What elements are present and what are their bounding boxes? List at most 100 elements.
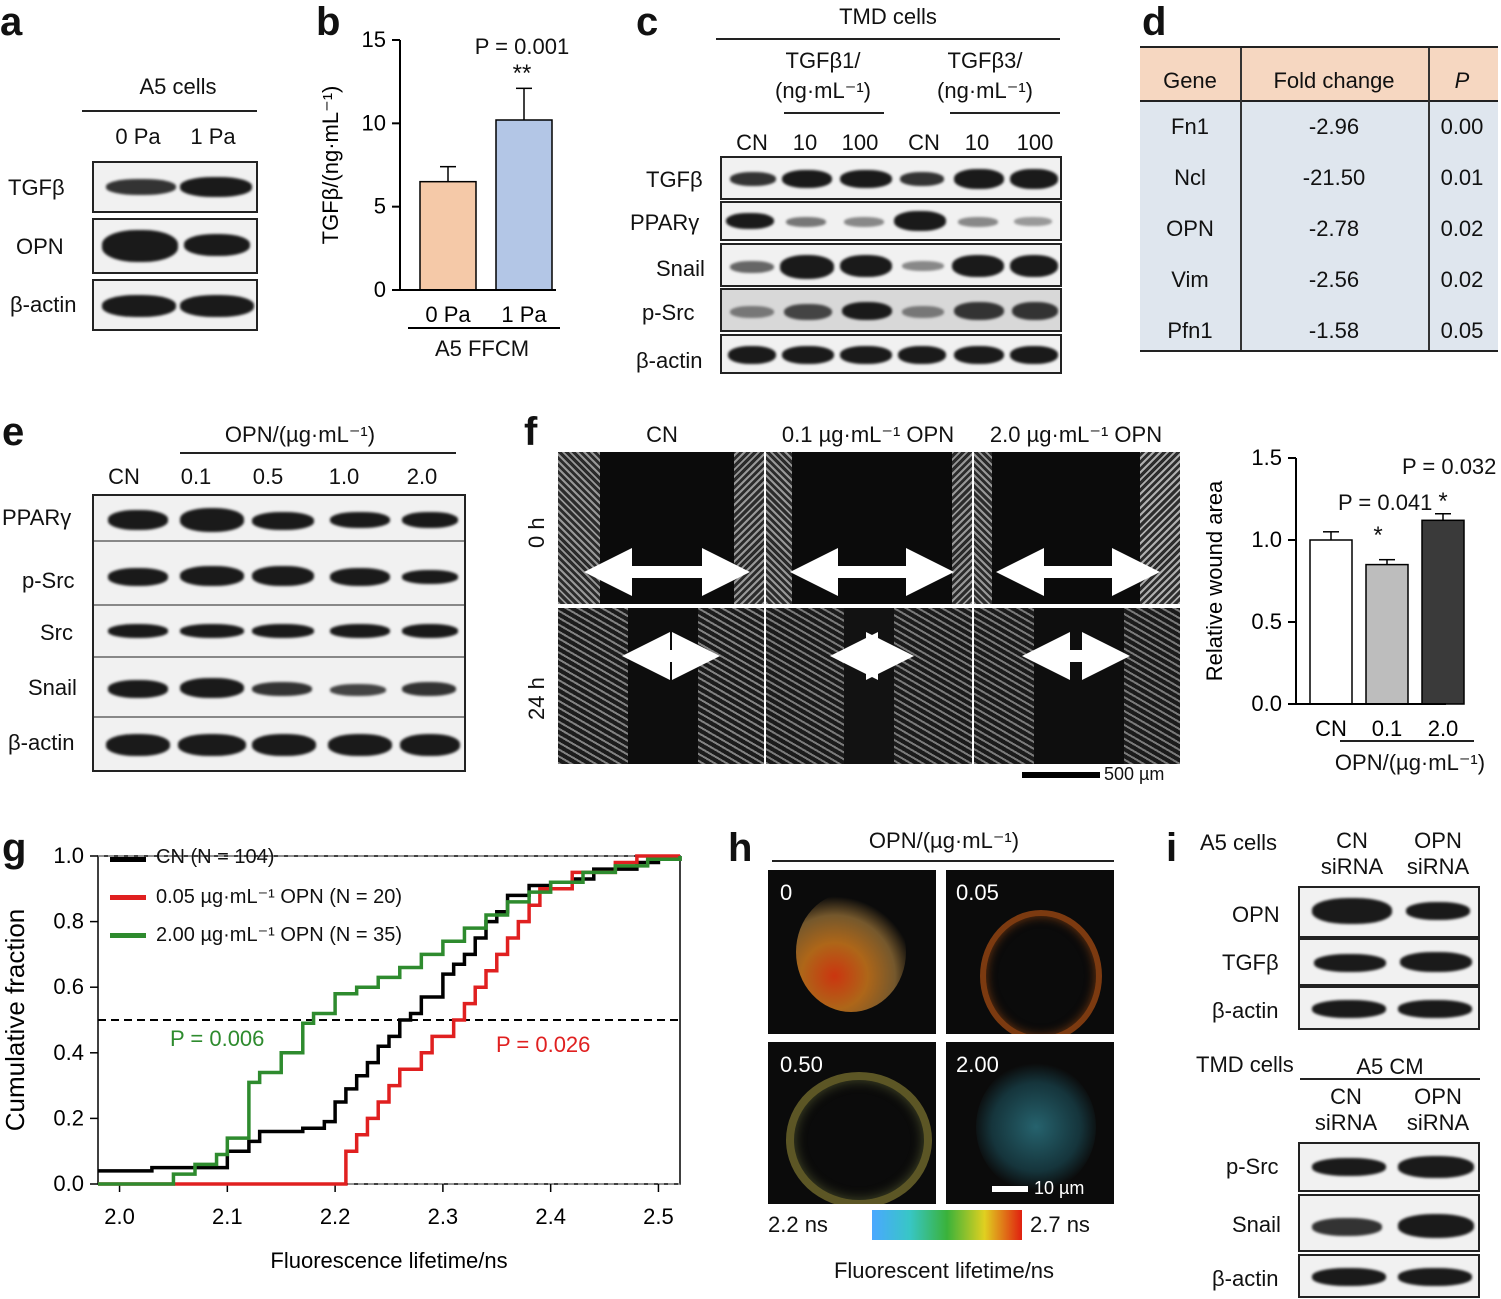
panel-b-stars: **: [512, 60, 532, 87]
panel-i-row-snail: Snail: [1232, 1212, 1281, 1237]
y-axis-label: TGFβ/(ng·mL⁻¹): [318, 86, 343, 245]
panel-f-star-2: *: [1438, 488, 1448, 515]
panel-d-cell-0-2: 0.00: [1440, 114, 1484, 139]
bar-0.1: [1365, 563, 1409, 705]
panel-d-cell-1-1: -21.50: [1302, 165, 1366, 190]
panel-e-blot: [92, 494, 466, 772]
wound-arrows: [584, 548, 1160, 680]
panel-d-cell-2-2: 0.02: [1440, 216, 1484, 241]
panel-c-rule: [716, 38, 1060, 40]
panel-c-lane-2: 100: [841, 130, 879, 155]
panel-a-rule: [82, 110, 257, 112]
panel-c-row-tgfb: TGFβ: [646, 167, 703, 192]
panel-i-blot-actin-b: [1298, 1254, 1480, 1298]
y-tick-label: 0.2: [53, 1105, 84, 1130]
y-tick-label: 0.8: [53, 909, 84, 934]
x-tick-label: 2.1: [212, 1204, 243, 1229]
series-line-2: [98, 856, 682, 1186]
panel-a-blot-opn: [92, 218, 258, 274]
panel-label-h: h: [728, 826, 753, 870]
panel-c-row-psrc: p-Src: [642, 300, 695, 325]
panel-label-d: d: [1142, 0, 1167, 44]
panel-f-row-0h: 0 h: [524, 517, 549, 548]
panel-d-cell-0-1: -2.96: [1308, 114, 1360, 139]
panel-e-lane-0: CN: [108, 464, 140, 489]
flim-image-050: [768, 1042, 936, 1204]
panel-f-star-1: *: [1373, 522, 1383, 549]
panel-e-header: OPN/(µg·mL⁻¹): [224, 422, 376, 447]
flim-image-200: [946, 1042, 1114, 1204]
panel-c-blot-actin: [720, 334, 1062, 374]
panel-i-blot-opn: [1298, 886, 1480, 938]
panel-i-blot-tgfb: [1298, 938, 1480, 986]
flim-image-005: [946, 870, 1114, 1034]
panel-f-scalebar: [1022, 772, 1100, 778]
panel-d-cell-2-1: -2.78: [1308, 216, 1360, 241]
panel-f-row-24h: 24 h: [524, 677, 549, 720]
panel-e-rule: [180, 452, 456, 454]
panel-c-group1: TGFβ1/ (ng·mL⁻¹): [775, 48, 871, 103]
y-axis-label: Relative wound area: [1202, 480, 1227, 681]
y-tick-label: 0.5: [1251, 609, 1282, 634]
panel-d-cell-3-1: -2.56: [1308, 267, 1360, 292]
panel-d-cell-3-2: 0.02: [1440, 267, 1484, 292]
panel-d-cell-0-0: Fn1: [1171, 114, 1209, 139]
panel-d-header-row: [1140, 48, 1498, 102]
panel-i-blot-actin: [1298, 986, 1480, 1030]
panel-label-c: c: [636, 0, 659, 44]
panel-c-blot-snail: [720, 243, 1062, 287]
y-tick-label: 0.0: [1251, 691, 1282, 716]
bar-2.0: [1421, 519, 1465, 705]
y-tick-label: 0.0: [53, 1171, 84, 1196]
panel-i-bottom-lane-0: CN siRNA: [1314, 1084, 1378, 1135]
panel-c-lane-1: 10: [792, 130, 818, 155]
panel-label-e: e: [2, 410, 25, 454]
x-tick-label: 0 Pa: [425, 302, 471, 327]
panel-f-col-01: 0.1 µg·mL⁻¹ OPN: [781, 422, 955, 447]
panel-f-chart: 0.0 0.5 1.0 1.5 Relative wound area CN 0.1 2.0: [1202, 445, 1465, 741]
legend-label-200: 2.00 µg·mL⁻¹ OPN (N = 35): [156, 924, 403, 946]
flim-label-0: 0: [780, 880, 793, 905]
panel-e-lane-2: 0.5: [252, 464, 284, 489]
panel-i-row-psrc: p-Src: [1226, 1154, 1279, 1179]
panel-i-bottom-header-left: TMD cells: [1196, 1052, 1294, 1077]
panel-i-row-opn: OPN: [1232, 902, 1280, 927]
panel-i-bottom-header: A5 CM: [1356, 1054, 1424, 1079]
panel-e-row-snail: Snail: [28, 675, 77, 700]
x-tick-label: 2.4: [535, 1204, 566, 1229]
flim-label-050: 0.50: [780, 1052, 823, 1077]
panel-a-header: A5 cells: [139, 74, 217, 99]
panel-c-blot-psrc: [720, 288, 1062, 332]
panel-c-blot-tgfb: [720, 156, 1062, 200]
panel-a-row-opn: OPN: [16, 234, 64, 259]
bar-0 Pa: [419, 180, 477, 291]
panel-h-cbar-min: 2.2 ns: [768, 1212, 828, 1237]
y-tick-label: 10: [362, 110, 386, 135]
x-tick-label: 0.1: [1372, 716, 1403, 741]
panel-c-row-pparg: PPARγ: [630, 210, 700, 235]
panel-e-lane-4: 2.0: [406, 464, 438, 489]
y-tick-label: 1.0: [1251, 527, 1282, 552]
panel-i-blot-psrc: [1298, 1142, 1480, 1192]
x-tick-label: 2.0: [1428, 716, 1459, 741]
panel-e-lane-3: 1.0: [328, 464, 360, 489]
panel-a-lane-1: 1 Pa: [190, 124, 236, 149]
panel-h-cbar-title: Fluorescent lifetime/ns: [833, 1258, 1055, 1283]
panel-e-row-src: Src: [40, 620, 73, 645]
panel-f-p1: P = 0.041: [1338, 490, 1433, 515]
x-tick-label: CN: [1315, 716, 1347, 741]
panel-label-a: a: [0, 0, 23, 44]
panel-f-scalebar-label: 500 µm: [1104, 764, 1165, 784]
panel-h-rule: [772, 860, 1114, 862]
panel-b-group-label: A5 FFCM: [434, 336, 530, 361]
panel-f-xgroup: OPN/(µg·mL⁻¹): [1334, 750, 1486, 775]
panel-i-row-tgfb: TGFβ: [1222, 950, 1279, 975]
legend-label-005: 0.05 µg·mL⁻¹ OPN (N = 20): [156, 886, 403, 908]
panel-f-col-cn: CN: [646, 422, 678, 447]
panel-c-rule-g2: [950, 112, 1060, 114]
panel-d-table: Gene Fold change P Fn1 -2.96 0.00 Ncl -21.50…: [1140, 46, 1498, 352]
panel-a-row-actin: β-actin: [10, 292, 77, 317]
panel-d-cell-3-0: Vim: [1171, 267, 1209, 292]
bar-CN: [1309, 539, 1353, 705]
x-tick-label: 2.5: [643, 1204, 674, 1229]
